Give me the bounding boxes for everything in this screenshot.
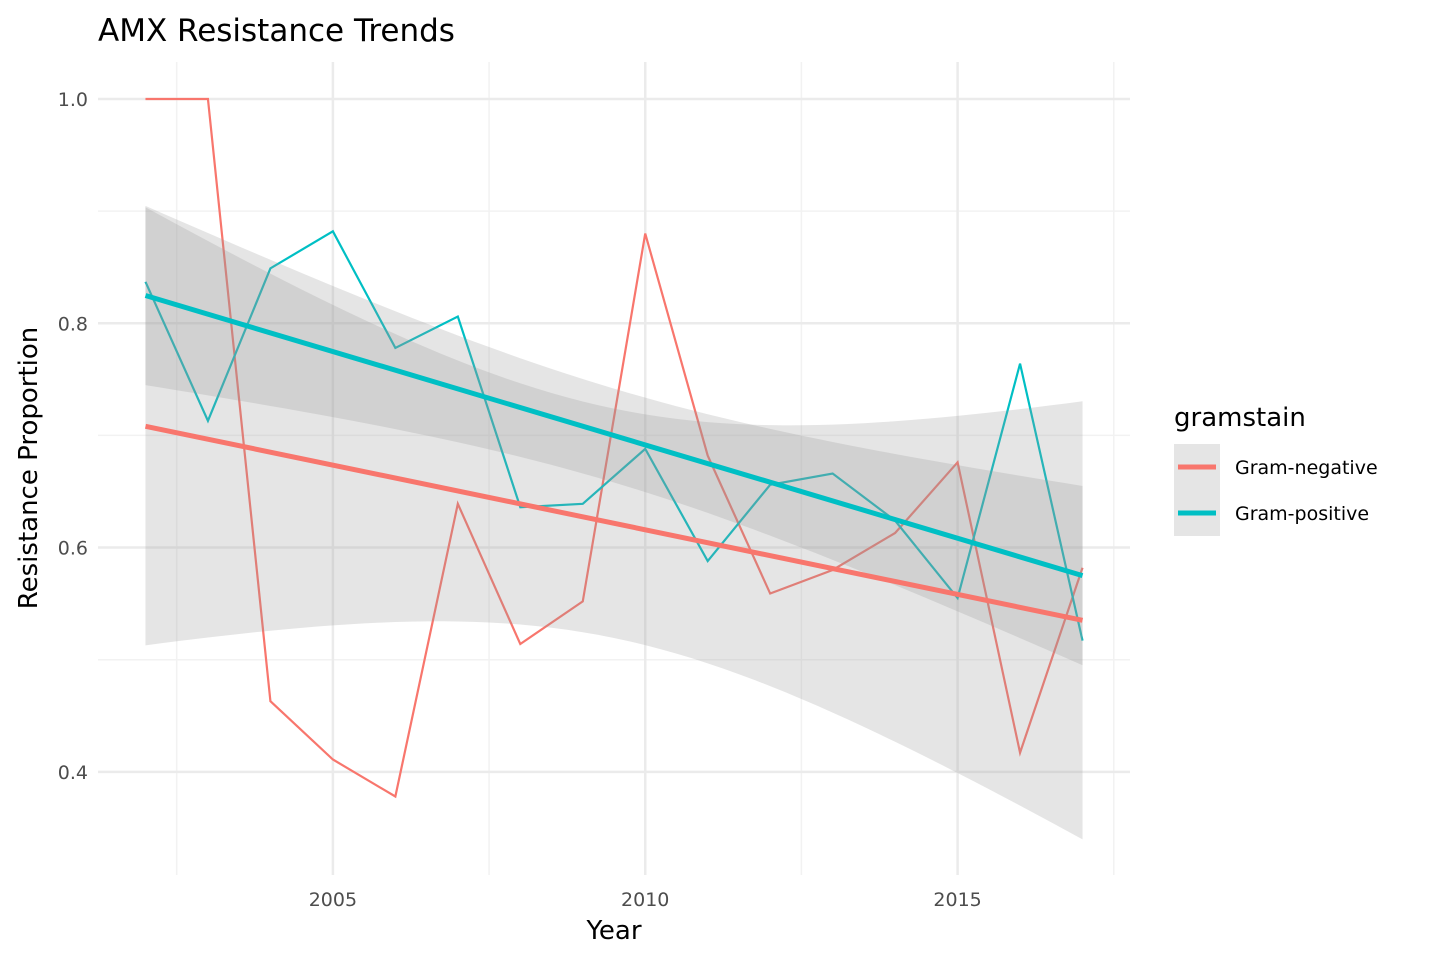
legend: gramstain Gram-negative Gram-positive xyxy=(1174,403,1378,536)
y-tick-label: 0.6 xyxy=(58,538,88,560)
legend-label: Gram-positive xyxy=(1235,503,1369,525)
legend-title: gramstain xyxy=(1174,403,1306,433)
trend-lines xyxy=(144,293,1084,623)
trend-line-gram-positive xyxy=(144,293,1084,578)
x-tick-label: 2010 xyxy=(621,889,669,911)
series-line-gram-negative xyxy=(145,97,1084,799)
x-tick-label: 2005 xyxy=(309,889,357,911)
y-axis-label: Resistance Proportion xyxy=(14,327,44,610)
tick-labels: 0.4 0.6 0.8 1.0 2005 2010 2015 xyxy=(58,89,982,911)
y-tick-label: 0.4 xyxy=(58,762,88,784)
legend-label: Gram-negative xyxy=(1235,457,1378,479)
series-lines xyxy=(144,97,1084,799)
x-axis-label: Year xyxy=(585,916,641,946)
trend-line-gram-negative xyxy=(144,423,1084,623)
y-tick-label: 1.0 xyxy=(58,89,88,111)
series-line-gram-positive xyxy=(144,229,1084,641)
x-tick-label: 2015 xyxy=(933,889,981,911)
y-tick-label: 0.8 xyxy=(58,313,88,335)
chart-title: AMX Resistance Trends xyxy=(98,13,455,49)
grid xyxy=(98,62,1130,875)
